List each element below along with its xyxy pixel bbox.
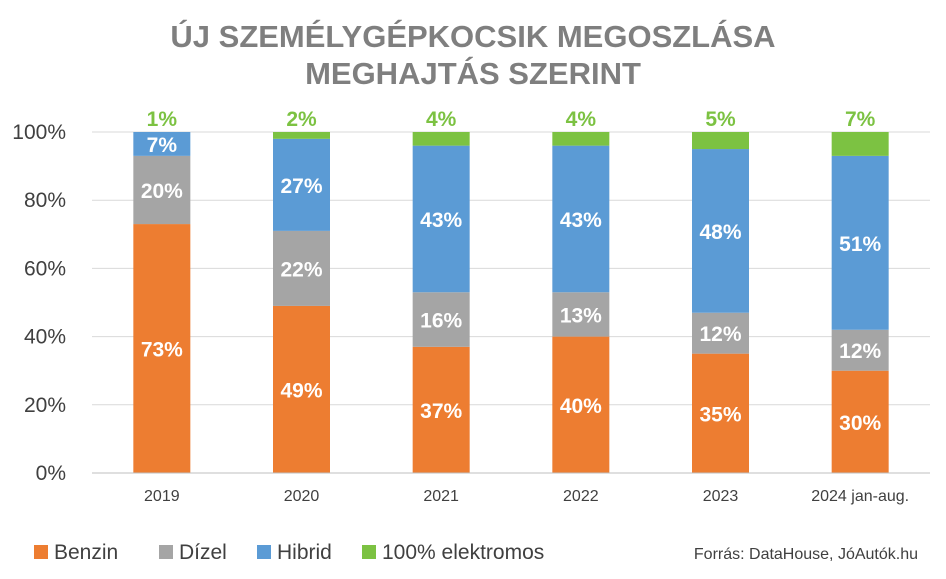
bar-segment bbox=[412, 132, 470, 146]
data-label: 16% bbox=[420, 310, 462, 333]
bar-segment bbox=[273, 230, 330, 306]
data-label: 12% bbox=[699, 323, 741, 346]
bar-segment bbox=[831, 370, 889, 473]
x-tick-label: 2021 bbox=[423, 488, 459, 505]
bar-segment bbox=[552, 336, 610, 473]
x-tick-label: 2023 bbox=[703, 488, 739, 505]
legend-swatch bbox=[257, 545, 271, 559]
x-tick-label: 2020 bbox=[284, 488, 320, 505]
data-label: 43% bbox=[420, 209, 462, 232]
bar-segment bbox=[412, 292, 470, 347]
data-label: 12% bbox=[839, 340, 881, 363]
data-label: 4% bbox=[426, 108, 457, 131]
bar-segment bbox=[273, 132, 330, 139]
data-label: 35% bbox=[699, 403, 741, 426]
bars bbox=[133, 132, 889, 473]
legend: Benzin Dízel Hibrid 100% elektromos bbox=[34, 541, 544, 564]
data-label: 49% bbox=[280, 379, 322, 402]
legend-swatch bbox=[34, 545, 48, 559]
bar-segment bbox=[552, 145, 610, 293]
bar-segment bbox=[692, 149, 749, 313]
data-label: 7% bbox=[845, 108, 876, 131]
x-tick-label: 2019 bbox=[144, 488, 180, 505]
source-note: Forrás: DataHouse, JóAutók.hu bbox=[694, 546, 918, 563]
bar-segment bbox=[692, 353, 749, 473]
x-tick-label: 2024 jan-aug. bbox=[811, 488, 909, 505]
legend-label: Dízel bbox=[179, 541, 227, 564]
bar-segment bbox=[552, 292, 610, 337]
bar-segment bbox=[831, 329, 889, 371]
axes: 0% 20% 40% 60% 80% 100% 2019 2020 2021 2022 2023 20… bbox=[12, 121, 930, 505]
bar-segment bbox=[692, 312, 749, 354]
chart-title-line-2: MEGHAJTÁS SZERINT bbox=[305, 56, 641, 91]
data-label: 5% bbox=[705, 108, 736, 131]
legend-swatch bbox=[362, 545, 376, 559]
data-label: 20% bbox=[141, 180, 183, 203]
data-label: 37% bbox=[420, 400, 462, 423]
x-tick-label: 2022 bbox=[563, 488, 599, 505]
data-labels: 73% 20% 7% 1% 49% 22% 27% 2% 37% 16% 43% 4% 40% 13% 43… bbox=[141, 108, 882, 435]
bar-segment bbox=[692, 132, 749, 150]
data-label: 2% bbox=[286, 108, 317, 131]
data-label: 13% bbox=[560, 304, 602, 327]
data-label: 51% bbox=[839, 233, 881, 256]
bar-segment bbox=[133, 132, 191, 156]
data-label: 43% bbox=[560, 209, 602, 232]
data-label: 22% bbox=[280, 258, 322, 281]
legend-label: Hibrid bbox=[277, 541, 332, 564]
data-label: 27% bbox=[280, 175, 322, 198]
bar-segment bbox=[412, 346, 470, 473]
chart-title-line-1: ÚJ SZEMÉLYGÉPKOCSIK MEGOSZLÁSA bbox=[170, 18, 775, 54]
y-tick-label: 20% bbox=[24, 394, 66, 417]
y-tick-label: 60% bbox=[24, 257, 66, 280]
bar-segment bbox=[552, 132, 610, 146]
y-tick-label: 100% bbox=[12, 121, 66, 144]
bar-segment bbox=[273, 305, 330, 473]
bar-segment bbox=[133, 155, 191, 225]
y-tick-label: 40% bbox=[24, 326, 66, 349]
data-label: 30% bbox=[839, 412, 881, 435]
y-tick-label: 0% bbox=[36, 462, 66, 485]
data-label: 48% bbox=[699, 221, 741, 244]
data-label: 1% bbox=[147, 108, 178, 131]
legend-label: 100% elektromos bbox=[382, 541, 544, 564]
y-tick-label: 80% bbox=[24, 189, 66, 212]
bar-segment bbox=[831, 155, 889, 330]
data-label: 73% bbox=[141, 339, 183, 362]
bar-segment bbox=[831, 132, 889, 156]
legend-label: Benzin bbox=[54, 541, 118, 564]
data-label: 4% bbox=[566, 108, 597, 131]
data-label: 40% bbox=[560, 395, 602, 418]
bar-segment bbox=[133, 224, 191, 473]
bar-segment bbox=[412, 145, 470, 293]
bar-segment bbox=[273, 138, 330, 231]
legend-swatch bbox=[159, 545, 173, 559]
gridlines bbox=[92, 131, 930, 474]
data-label: 7% bbox=[147, 134, 178, 157]
